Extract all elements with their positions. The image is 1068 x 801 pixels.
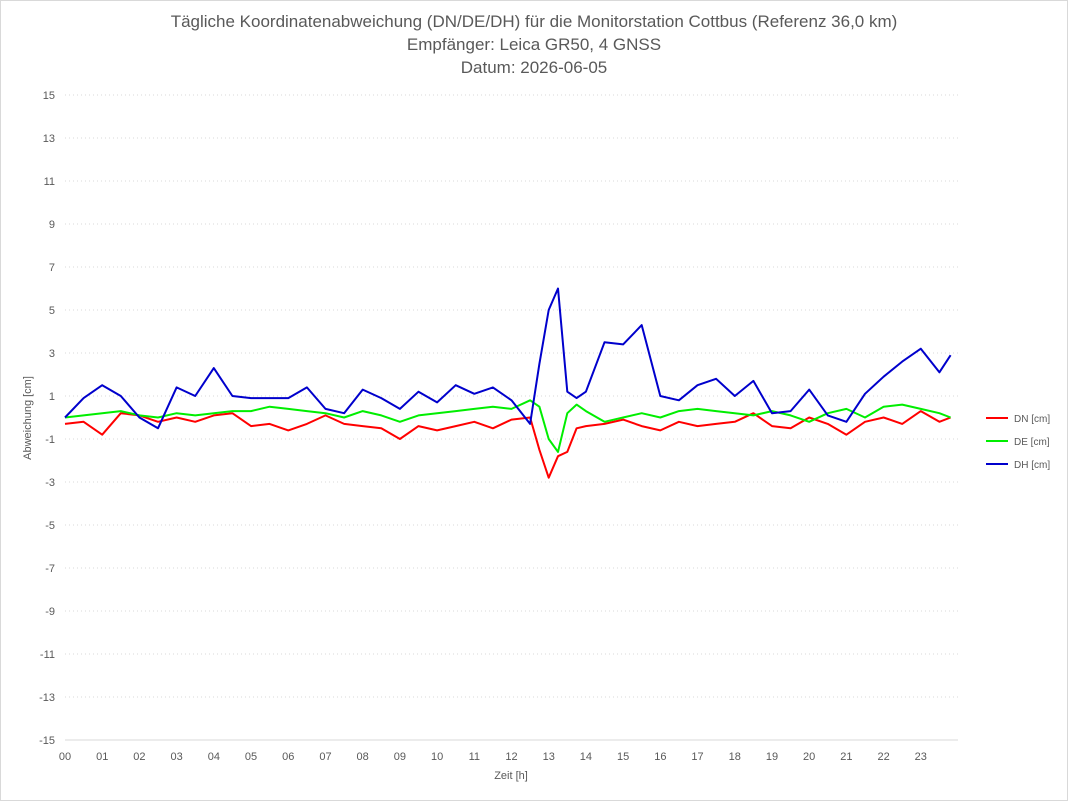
x-tick-label: 15 [617,751,629,763]
y-tick-label: -13 [39,692,55,704]
x-tick-label: 10 [431,751,443,763]
x-axis-ticks: 00 01 02 03 04 05 06 07 08 09 10 11 12 13 14 15 16 17 18 19… [59,751,927,763]
y-tick-label: -3 [45,477,55,489]
x-tick-label: 00 [59,751,71,763]
y-axis-label: Abweichung [cm] [22,376,34,460]
x-tick-label: 02 [133,751,145,763]
chart-title: Tägliche Koordinatenabweichung (DN/DE/DH… [170,12,898,31]
series-line-dh [64,287,952,430]
chart-subtitle-receiver: Empfänger: Leica GR50, 4 GNSS [406,35,662,54]
y-tick-label: -5 [45,520,55,532]
x-tick-label: 03 [171,751,183,763]
y-tick-label: 1 [49,391,55,403]
chart-title-block: Tägliche Koordinatenabweichung (DN/DE/DH… [0,10,1068,79]
y-tick-label: 3 [49,348,55,360]
y-tick-label: -15 [39,735,55,747]
series-lines [64,287,952,479]
x-tick-label: 05 [245,751,257,763]
y-tick-label: 11 [44,176,55,188]
x-tick-label: 13 [543,751,555,763]
x-tick-label: 14 [580,751,592,763]
legend: DN [cm] DE [cm] DH [cm] [986,414,1050,471]
y-tick-label: -11 [40,649,55,661]
x-tick-label: 22 [877,751,889,763]
x-tick-label: 12 [505,751,517,763]
x-tick-label: 08 [357,751,369,763]
x-tick-label: 07 [319,751,331,763]
x-axis-label: Zeit [h] [494,770,528,782]
y-tick-label: 7 [49,262,55,274]
y-tick-label: 15 [43,90,55,102]
x-tick-label: 01 [96,751,108,763]
y-tick-label: -7 [45,563,55,575]
y-tick-label: 5 [49,305,55,317]
grid-lines [65,94,958,741]
x-tick-label: 21 [840,751,852,763]
y-tick-label: -1 [45,434,55,446]
y-tick-label: 13 [43,133,55,145]
x-tick-label: 23 [915,751,927,763]
series-line-de [64,399,951,453]
legend-label: DH [cm] [1014,460,1050,471]
x-tick-label: 11 [469,751,480,763]
legend-label: DN [cm] [1014,414,1050,425]
y-axis-ticks: 15 13 11 9 7 5 3 1 -1 -3 -5 -7 -9 -11 -13 -15 [39,90,55,747]
chart-subtitle-date: Datum: 2026-06-05 [460,58,608,77]
legend-label: DE [cm] [1014,437,1050,448]
x-tick-label: 20 [803,751,815,763]
y-tick-label: -9 [45,606,55,618]
series-line-dn [64,410,951,479]
x-tick-label: 06 [282,751,294,763]
x-tick-label: 19 [766,751,778,763]
x-tick-label: 09 [394,751,406,763]
x-tick-label: 17 [691,751,703,763]
x-tick-label: 04 [208,751,220,763]
x-tick-label: 18 [729,751,741,763]
x-tick-label: 16 [654,751,666,763]
y-tick-label: 9 [49,219,55,231]
